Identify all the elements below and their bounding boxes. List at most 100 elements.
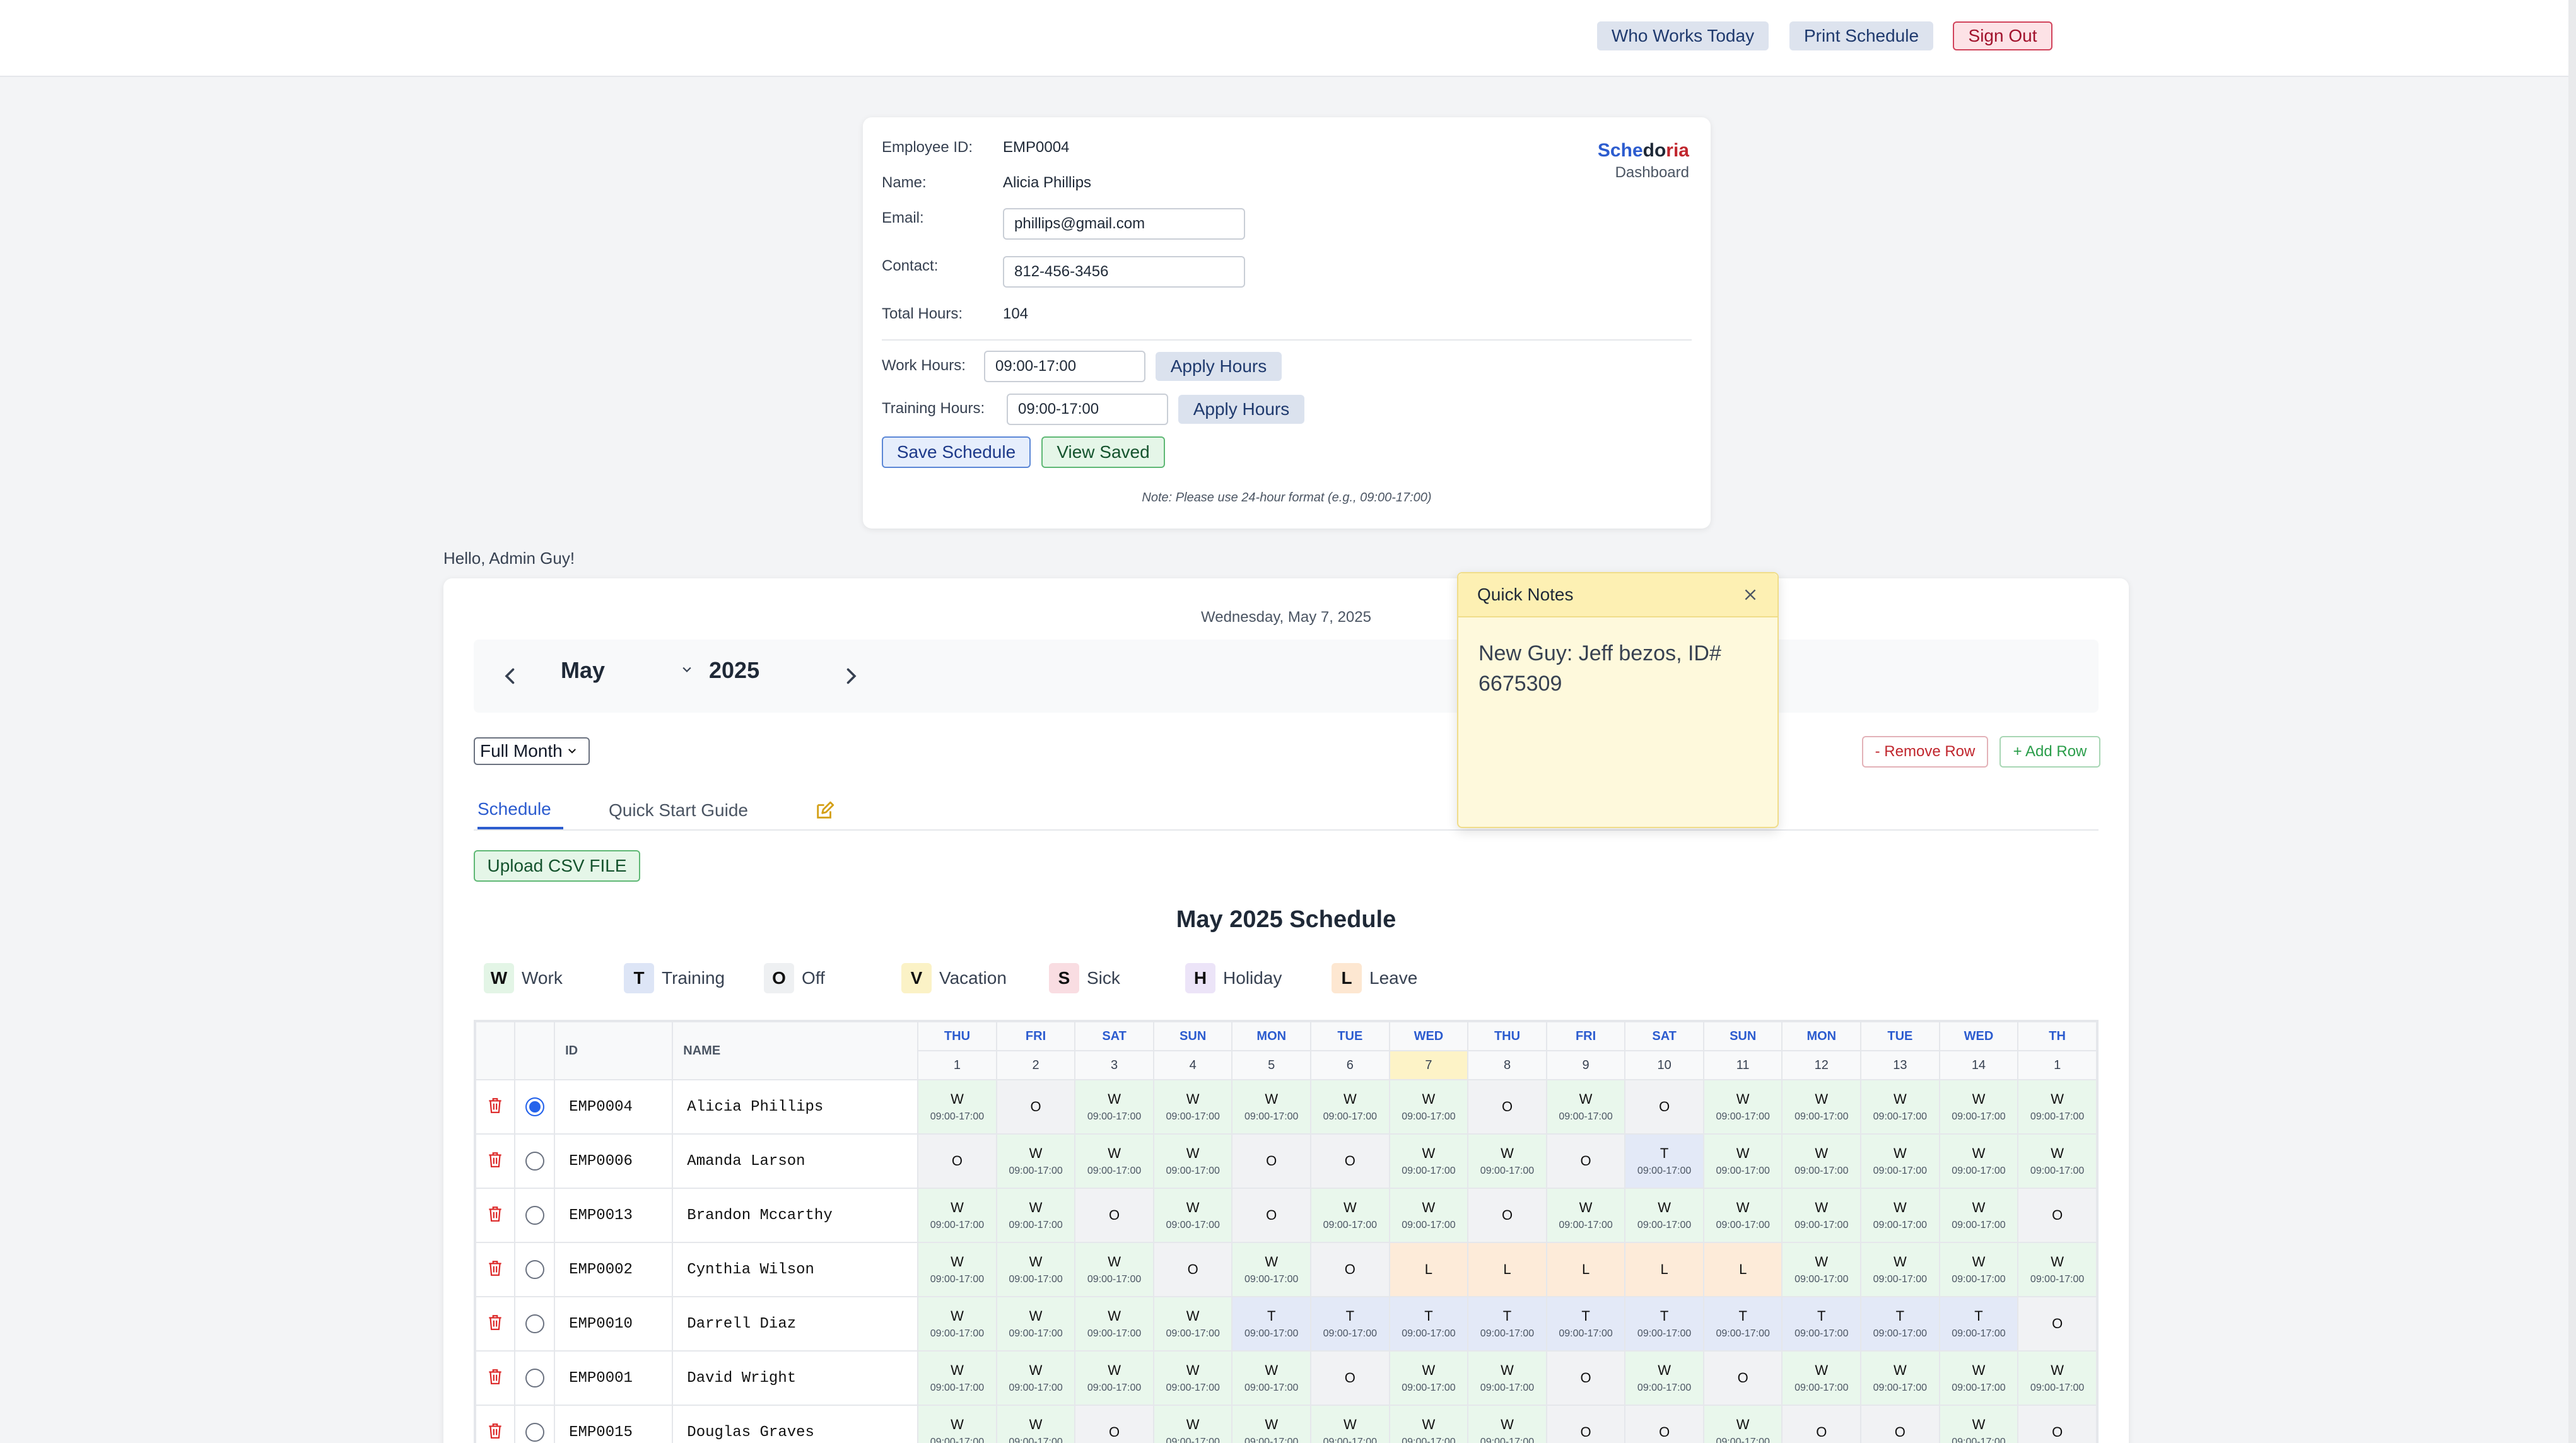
schedule-cell[interactable]: W 09:00-17:00 xyxy=(1781,1350,1862,1406)
employee-name[interactable]: Amanda Larson xyxy=(672,1133,919,1189)
schedule-cell[interactable]: T 09:00-17:00 xyxy=(1702,1296,1783,1352)
schedule-cell[interactable]: W 09:00-17:00 xyxy=(1152,1405,1233,1443)
trash-icon[interactable] xyxy=(487,1151,503,1169)
schedule-cell[interactable]: W 09:00-17:00 xyxy=(1938,1079,2019,1135)
column-header-id[interactable]: ID xyxy=(554,1021,674,1080)
trash-icon[interactable] xyxy=(487,1205,503,1223)
schedule-cell[interactable]: W 09:00-17:00 xyxy=(1545,1188,1626,1243)
schedule-cell[interactable]: L xyxy=(1702,1242,1783,1297)
schedule-cell[interactable]: W 09:00-17:00 xyxy=(917,1350,997,1406)
trash-icon[interactable] xyxy=(487,1314,503,1331)
schedule-cell[interactable]: O xyxy=(1781,1405,1862,1443)
schedule-cell[interactable]: O xyxy=(1860,1405,1940,1443)
apply-training-hours-button[interactable]: Apply Hours xyxy=(1178,395,1304,424)
schedule-cell[interactable]: W 09:00-17:00 xyxy=(917,1242,997,1297)
schedule-cell[interactable]: W 09:00-17:00 xyxy=(1781,1188,1862,1243)
schedule-cell[interactable]: W 09:00-17:00 xyxy=(1388,1133,1469,1189)
schedule-cell[interactable]: T 09:00-17:00 xyxy=(1545,1296,1626,1352)
tab-quick-start-guide[interactable]: Quick Start Guide xyxy=(609,800,748,820)
schedule-cell[interactable]: W 09:00-17:00 xyxy=(995,1405,1076,1443)
schedule-cell[interactable]: T 09:00-17:00 xyxy=(1938,1296,2019,1352)
tab-edit-notes[interactable] xyxy=(814,792,840,829)
schedule-cell[interactable]: W 09:00-17:00 xyxy=(1860,1079,1940,1135)
schedule-cell[interactable]: W 09:00-17:00 xyxy=(1388,1079,1469,1135)
remove-row-button[interactable]: - Remove Row xyxy=(1862,736,1988,768)
schedule-cell[interactable]: W 09:00-17:00 xyxy=(1388,1188,1469,1243)
schedule-cell[interactable]: W 09:00-17:00 xyxy=(1310,1188,1390,1243)
apply-work-hours-button[interactable]: Apply Hours xyxy=(1156,352,1282,381)
schedule-cell[interactable]: T 09:00-17:00 xyxy=(1310,1296,1390,1352)
page-scrollbar[interactable] xyxy=(2568,0,2576,1443)
schedule-cell[interactable]: O xyxy=(1467,1188,1547,1243)
schedule-cell[interactable]: O xyxy=(1074,1188,1154,1243)
upload-csv-button[interactable]: Upload CSV FILE xyxy=(474,850,640,882)
schedule-cell[interactable]: T 09:00-17:00 xyxy=(1467,1296,1547,1352)
row-select-radio[interactable] xyxy=(525,1314,544,1333)
schedule-cell[interactable]: O xyxy=(2017,1296,2097,1352)
schedule-cell[interactable]: W 09:00-17:00 xyxy=(1545,1079,1626,1135)
schedule-cell[interactable]: T 09:00-17:00 xyxy=(1624,1133,1704,1189)
chevron-right-icon[interactable] xyxy=(840,665,862,687)
trash-icon[interactable] xyxy=(487,1097,503,1114)
schedule-cell[interactable]: W 09:00-17:00 xyxy=(1388,1350,1469,1406)
schedule-cell[interactable]: W 09:00-17:00 xyxy=(1781,1133,1862,1189)
schedule-cell[interactable]: O xyxy=(2017,1405,2097,1443)
schedule-cell[interactable]: T 09:00-17:00 xyxy=(1860,1296,1940,1352)
schedule-cell[interactable]: W 09:00-17:00 xyxy=(1231,1079,1312,1135)
schedule-cell[interactable]: W 09:00-17:00 xyxy=(917,1188,997,1243)
schedule-cell[interactable]: O xyxy=(1231,1133,1312,1189)
schedule-cell[interactable]: W 09:00-17:00 xyxy=(2017,1242,2097,1297)
employee-name[interactable]: Cynthia Wilson xyxy=(672,1242,919,1297)
schedule-cell[interactable]: W 09:00-17:00 xyxy=(1388,1405,1469,1443)
row-select-radio[interactable] xyxy=(525,1097,544,1116)
schedule-cell[interactable]: W 09:00-17:00 xyxy=(1074,1133,1154,1189)
save-schedule-button[interactable]: Save Schedule xyxy=(882,436,1031,468)
schedule-cell[interactable]: W 09:00-17:00 xyxy=(1152,1188,1233,1243)
schedule-cell[interactable]: T 09:00-17:00 xyxy=(1231,1296,1312,1352)
schedule-cell[interactable]: O xyxy=(1152,1242,1233,1297)
schedule-cell[interactable]: O xyxy=(1545,1405,1626,1443)
schedule-cell[interactable]: W 09:00-17:00 xyxy=(2017,1079,2097,1135)
schedule-cell[interactable]: W 09:00-17:00 xyxy=(1624,1188,1704,1243)
schedule-cell[interactable]: W 09:00-17:00 xyxy=(995,1133,1076,1189)
schedule-cell[interactable]: O xyxy=(1310,1350,1390,1406)
schedule-cell[interactable]: W 09:00-17:00 xyxy=(1938,1188,2019,1243)
schedule-cell[interactable]: W 09:00-17:00 xyxy=(995,1242,1076,1297)
close-icon[interactable] xyxy=(1742,587,1759,603)
schedule-cell[interactable]: O xyxy=(1467,1079,1547,1135)
schedule-cell[interactable]: T 09:00-17:00 xyxy=(1781,1296,1862,1352)
schedule-cell[interactable]: W 09:00-17:00 xyxy=(1074,1350,1154,1406)
column-header-name[interactable]: NAME xyxy=(672,1021,919,1080)
row-select-radio[interactable] xyxy=(525,1369,544,1388)
chevron-down-icon[interactable] xyxy=(681,663,693,676)
schedule-cell[interactable]: W 09:00-17:00 xyxy=(1231,1405,1312,1443)
training-hours-input[interactable] xyxy=(1007,394,1168,425)
schedule-cell[interactable]: O xyxy=(1074,1405,1154,1443)
schedule-cell[interactable]: T 09:00-17:00 xyxy=(1388,1296,1469,1352)
schedule-cell[interactable]: W 09:00-17:00 xyxy=(1152,1296,1233,1352)
schedule-cell[interactable]: W 09:00-17:00 xyxy=(1074,1296,1154,1352)
schedule-cell[interactable]: L xyxy=(1624,1242,1704,1297)
schedule-cell[interactable]: O xyxy=(1310,1242,1390,1297)
schedule-cell[interactable]: W 09:00-17:00 xyxy=(1702,1133,1783,1189)
schedule-cell[interactable]: L xyxy=(1545,1242,1626,1297)
schedule-cell[interactable]: O xyxy=(1624,1079,1704,1135)
month-select[interactable]: May xyxy=(561,657,606,683)
row-select-radio[interactable] xyxy=(525,1260,544,1279)
schedule-cell[interactable]: W 09:00-17:00 xyxy=(1310,1079,1390,1135)
schedule-cell[interactable]: W 09:00-17:00 xyxy=(995,1296,1076,1352)
schedule-cell[interactable]: W 09:00-17:00 xyxy=(1152,1350,1233,1406)
schedule-cell[interactable]: W 09:00-17:00 xyxy=(2017,1350,2097,1406)
work-hours-input[interactable] xyxy=(984,351,1145,382)
employee-name[interactable]: Darrell Diaz xyxy=(672,1296,919,1352)
schedule-cell[interactable]: W 09:00-17:00 xyxy=(995,1350,1076,1406)
employee-name[interactable]: Alicia Phillips xyxy=(672,1079,919,1135)
employee-name[interactable]: Douglas Graves xyxy=(672,1405,919,1443)
schedule-cell[interactable]: O xyxy=(1702,1350,1783,1406)
email-field[interactable] xyxy=(1003,208,1245,240)
trash-icon[interactable] xyxy=(487,1368,503,1386)
schedule-cell[interactable]: W 09:00-17:00 xyxy=(1938,1133,2019,1189)
sign-out-button[interactable]: Sign Out xyxy=(1953,21,2052,50)
schedule-cell[interactable]: W 09:00-17:00 xyxy=(1310,1405,1390,1443)
schedule-cell[interactable]: W 09:00-17:00 xyxy=(917,1405,997,1443)
